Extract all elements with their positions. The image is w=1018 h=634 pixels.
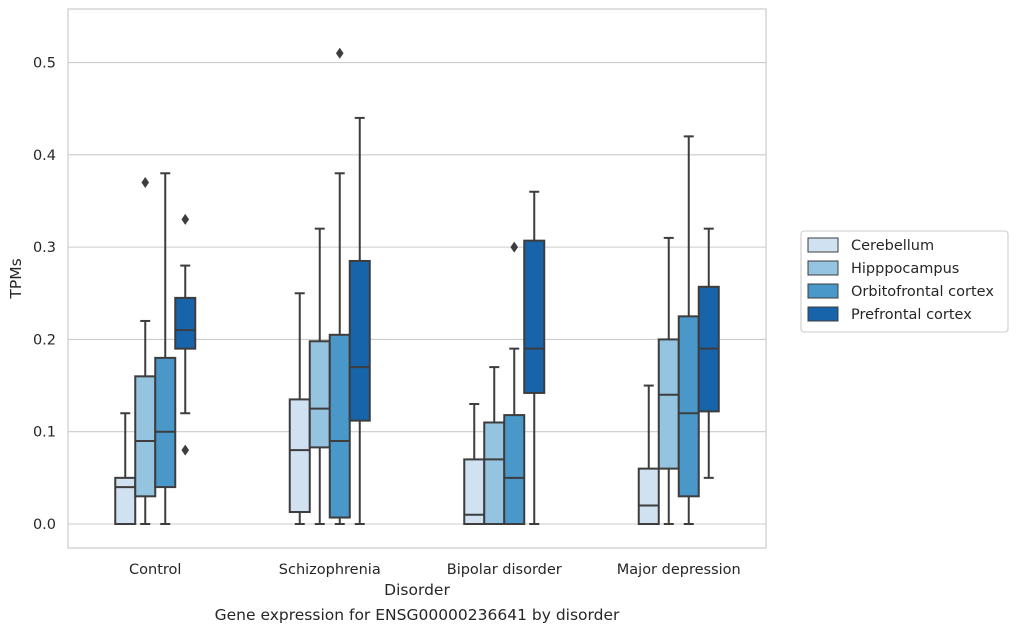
- box-prefrontal-cortex: [523, 190, 546, 526]
- box-prefrontal-cortex: [348, 116, 371, 526]
- box-body: [154, 356, 177, 489]
- outlier-point: [335, 47, 344, 59]
- legend-swatch: [807, 283, 839, 299]
- figure-caption: Gene expression for ENSG00000236641 by d…: [214, 606, 620, 624]
- box-cerebellum: [637, 384, 660, 526]
- box-cerebellum: [288, 292, 311, 526]
- y-axis-label: TPMs: [7, 258, 25, 299]
- legend-label: Cerebellum: [851, 238, 934, 254]
- box-orbitofrontal-cortex: [328, 47, 351, 526]
- legend-label: Orbitofrontal cortex: [851, 284, 994, 300]
- x-axis-label: Disorder: [384, 581, 450, 599]
- outlier-point: [510, 241, 519, 253]
- x-tick-label: Control: [129, 562, 181, 578]
- box-body: [503, 414, 526, 526]
- x-tick-label: Major depression: [617, 562, 741, 578]
- box-orbitofrontal-cortex: [503, 241, 526, 526]
- y-tick-label: 0.1: [33, 425, 56, 441]
- outlier-point: [141, 177, 150, 189]
- box-cerebellum: [114, 412, 137, 526]
- box-body: [677, 315, 700, 498]
- outlier-point: [181, 444, 190, 456]
- legend-swatch: [807, 237, 839, 253]
- legend-label: Hipppocampus: [851, 261, 959, 277]
- y-tick-label: 0.5: [33, 56, 56, 72]
- box-prefrontal-cortex: [174, 213, 197, 456]
- box-plot-area: [114, 47, 720, 526]
- box-body: [637, 467, 660, 526]
- box-orbitofrontal-cortex: [677, 135, 700, 526]
- legend-box: [800, 230, 1009, 333]
- plot-frame: [67, 8, 767, 549]
- box-hipppocampus: [308, 227, 331, 526]
- x-tick-labels: Control Schizophrenia Bipolar disorder Majo…: [129, 562, 741, 578]
- y-tick-label: 0.3: [33, 240, 56, 256]
- box-body: [114, 476, 137, 526]
- box-cerebellum: [463, 403, 486, 526]
- y-tick-label: 0.2: [33, 332, 56, 348]
- box-body: [348, 259, 371, 422]
- y-tick-label: 0.0: [33, 517, 56, 533]
- y-tick-labels: 0.0 0.1 0.2 0.3 0.4 0.5: [33, 56, 56, 533]
- x-tick-label: Schizophrenia: [279, 562, 381, 578]
- legend-swatch: [807, 260, 839, 276]
- box-hipppocampus: [483, 366, 506, 526]
- box-body: [134, 375, 157, 498]
- box-body: [308, 340, 331, 449]
- box-body: [657, 338, 680, 470]
- y-tick-label: 0.4: [33, 148, 56, 164]
- box-hipppocampus: [134, 177, 157, 526]
- box-body: [483, 421, 506, 526]
- box-body: [523, 239, 546, 394]
- box-body: [328, 333, 351, 519]
- box-body: [174, 296, 197, 350]
- box-orbitofrontal-cortex: [154, 172, 177, 526]
- box-hipppocampus: [657, 236, 680, 526]
- outlier-point: [181, 213, 190, 225]
- legend-swatch: [807, 306, 839, 322]
- legend-label: Prefrontal cortex: [851, 307, 972, 323]
- legend: Cerebellum Hipppocampus Orbitofrontal cort…: [800, 230, 1009, 333]
- box-body: [288, 398, 311, 514]
- box-prefrontal-cortex: [697, 227, 720, 479]
- x-tick-label: Bipolar disorder: [447, 562, 562, 578]
